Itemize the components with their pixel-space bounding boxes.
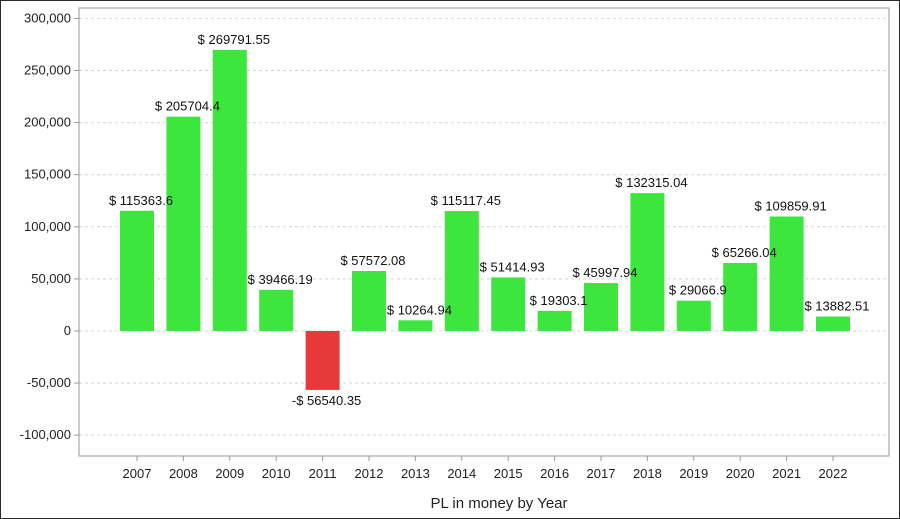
bar-2009[interactable] [212,49,247,331]
data-label-2020: $ 65266.04 [712,245,777,260]
x-tick-label-2020: 2020 [726,466,755,481]
bar-2011[interactable] [305,330,340,390]
data-label-2019: $ 29066.9 [669,283,727,298]
y-tick-label: 200,000 [24,115,71,130]
gridlines [79,17,889,436]
data-label-2008: $ 205704.4 [155,99,220,114]
bar-2019[interactable] [676,300,711,331]
data-label-2014: $ 115117.45 [431,193,501,208]
bar-2008[interactable] [166,116,201,331]
x-tick-label-2018: 2018 [633,466,662,481]
y-tick-label: 100,000 [24,219,71,234]
y-tick-label: 150,000 [24,167,71,182]
bar-2020[interactable] [723,262,758,331]
bar-2014[interactable] [444,211,479,331]
data-label-2010: $ 39466.19 [248,272,313,287]
y-tick-label: -100,000 [20,427,71,442]
data-label-2017: $ 45997.94 [572,265,637,280]
x-tick-label-2010: 2010 [262,466,291,481]
x-tick-label-2017: 2017 [587,466,616,481]
data-label-2018: $ 132315.04 [615,175,687,190]
bar-2007[interactable] [120,210,154,331]
data-label-2016: $ 19303.1 [530,293,588,308]
x-tick-label-2012: 2012 [355,466,384,481]
x-tick-label-2016: 2016 [540,466,569,481]
data-label-2007: $ 115363.6 [109,193,173,208]
y-axis: -100,000 -50,000 0 50,000 100,000 150,000 200,… [20,10,79,442]
x-tick-label-2014: 2014 [447,466,476,481]
data-label-2021: $ 109859.91 [754,199,826,214]
x-tick-label-2022: 2022 [819,466,848,481]
bar-2022[interactable] [816,316,850,331]
data-label-2011: -$ 56540.35 [292,393,361,408]
bar-2016[interactable] [537,310,572,331]
y-tick-label: -50,000 [27,375,71,390]
bar-2010[interactable] [259,289,294,331]
data-label-2015: $ 51414.93 [480,259,545,274]
bar-2015[interactable] [491,277,526,331]
bar-2012[interactable] [352,270,386,331]
data-labels: $ 115363.6 $ 205704.4 $ 269791.55 $ 39466.1… [109,32,870,408]
bar-2021[interactable] [769,216,804,331]
data-label-2009: $ 269791.55 [198,32,270,47]
bar-2018[interactable] [630,193,665,331]
bar-2013[interactable] [398,320,433,331]
x-tick-label-2021: 2021 [772,466,801,481]
y-tick-label: 300,000 [24,10,71,25]
data-label-2013: $ 10264.94 [387,302,452,317]
x-axis-title: PL in money by Year [430,495,567,512]
x-axis: 2007 2008 2009 2010 2011 2012 2013 2014 2015 2016… [123,456,848,481]
plot-area [78,7,890,457]
data-label-2022: $ 13882.51 [804,299,869,314]
x-tick-label-2015: 2015 [494,466,523,481]
x-tick-label-2009: 2009 [215,466,244,481]
x-tick-label-2019: 2019 [679,466,708,481]
y-tick-label: 50,000 [31,271,71,286]
bars [120,49,850,390]
data-label-2012: $ 57572.08 [340,253,405,268]
y-tick-label: 0 [64,323,71,338]
x-tick-label-2011: 2011 [309,466,337,481]
x-tick-label-2013: 2013 [401,466,430,481]
bar-2017[interactable] [584,283,618,331]
y-tick-label: 250,000 [24,63,71,78]
x-tick-label-2007: 2007 [123,466,152,481]
x-tick-label-2008: 2008 [169,466,198,481]
